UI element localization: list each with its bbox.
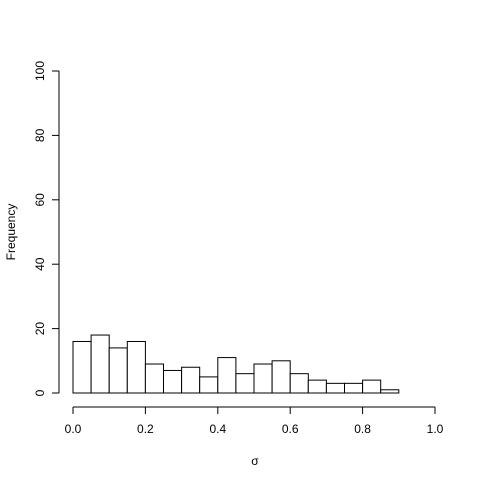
x-tick-label: 0.8 <box>354 422 371 436</box>
bar <box>163 369 183 394</box>
bar <box>108 347 128 394</box>
x-tick-label: 1.0 <box>427 422 444 436</box>
x-tick-label: 0.0 <box>65 422 82 436</box>
y-tick-label: 20 <box>33 322 47 336</box>
y-tick-label: 0 <box>33 389 47 396</box>
y-tick-label: 60 <box>33 193 47 207</box>
y-tick-label: 40 <box>33 257 47 271</box>
bar <box>289 373 309 394</box>
y-tick-label: 100 <box>33 61 47 81</box>
bar <box>126 340 146 394</box>
bar <box>307 379 327 394</box>
bar <box>271 360 291 394</box>
bar <box>72 340 92 394</box>
bar <box>253 363 273 394</box>
bar <box>380 389 400 394</box>
x-tick-label: 0.4 <box>209 422 226 436</box>
bar <box>344 382 364 394</box>
y-axis-label: Frequency <box>4 204 18 261</box>
bar <box>199 376 219 394</box>
bar <box>325 382 345 394</box>
x-tick-label: 0.6 <box>282 422 299 436</box>
bar <box>362 379 382 394</box>
x-axis-label: σ <box>251 454 259 468</box>
bar <box>235 373 255 394</box>
y-tick-label: 80 <box>33 128 47 142</box>
bar <box>144 363 164 394</box>
bar <box>90 334 110 394</box>
bar <box>181 366 201 394</box>
bar <box>217 357 237 394</box>
x-tick-label: 0.2 <box>137 422 154 436</box>
